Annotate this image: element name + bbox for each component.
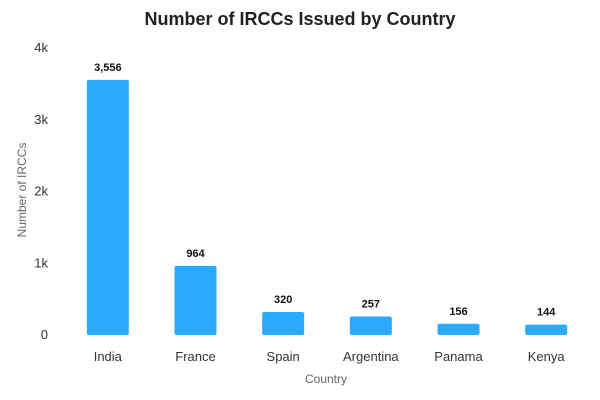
bar-argentina bbox=[349, 316, 392, 335]
data-label-kenya: 144 bbox=[537, 307, 556, 319]
bar-kenya bbox=[525, 324, 568, 335]
x-tick-label-kenya: Kenya bbox=[528, 349, 566, 364]
y-tick-label: 2k bbox=[34, 184, 48, 199]
x-axis: India France Spain Argentina Panama Kenya bbox=[94, 349, 566, 364]
bar-panama bbox=[437, 323, 480, 335]
bar-france bbox=[174, 265, 217, 335]
x-axis-title: Country bbox=[305, 372, 347, 386]
data-label-argentina: 257 bbox=[362, 299, 380, 311]
y-tick-label: 4k bbox=[34, 40, 48, 55]
bars-group: 3,556 964 320 257 156 144 bbox=[86, 62, 568, 336]
y-tick-label: 3k bbox=[34, 112, 48, 127]
chart-title: Number of IRCCs Issued by Country bbox=[144, 9, 455, 29]
bar-india bbox=[86, 79, 129, 336]
x-tick-label-argentina: Argentina bbox=[343, 349, 399, 364]
x-tick-label-france: France bbox=[175, 349, 215, 364]
data-label-india: 3,556 bbox=[94, 62, 122, 74]
x-tick-label-spain: Spain bbox=[267, 349, 300, 364]
bar-spain bbox=[262, 312, 305, 335]
data-label-panama: 156 bbox=[449, 306, 467, 318]
data-label-france: 964 bbox=[186, 248, 205, 260]
y-tick-label: 0 bbox=[41, 327, 48, 342]
x-tick-label-india: India bbox=[94, 349, 123, 364]
y-tick-label: 1k bbox=[34, 255, 48, 270]
data-label-spain: 320 bbox=[274, 294, 292, 306]
y-axis: 0 1k 2k 3k 4k bbox=[34, 40, 48, 342]
y-axis-title: Number of IRCCs bbox=[15, 143, 29, 238]
x-tick-label-panama: Panama bbox=[434, 349, 483, 364]
